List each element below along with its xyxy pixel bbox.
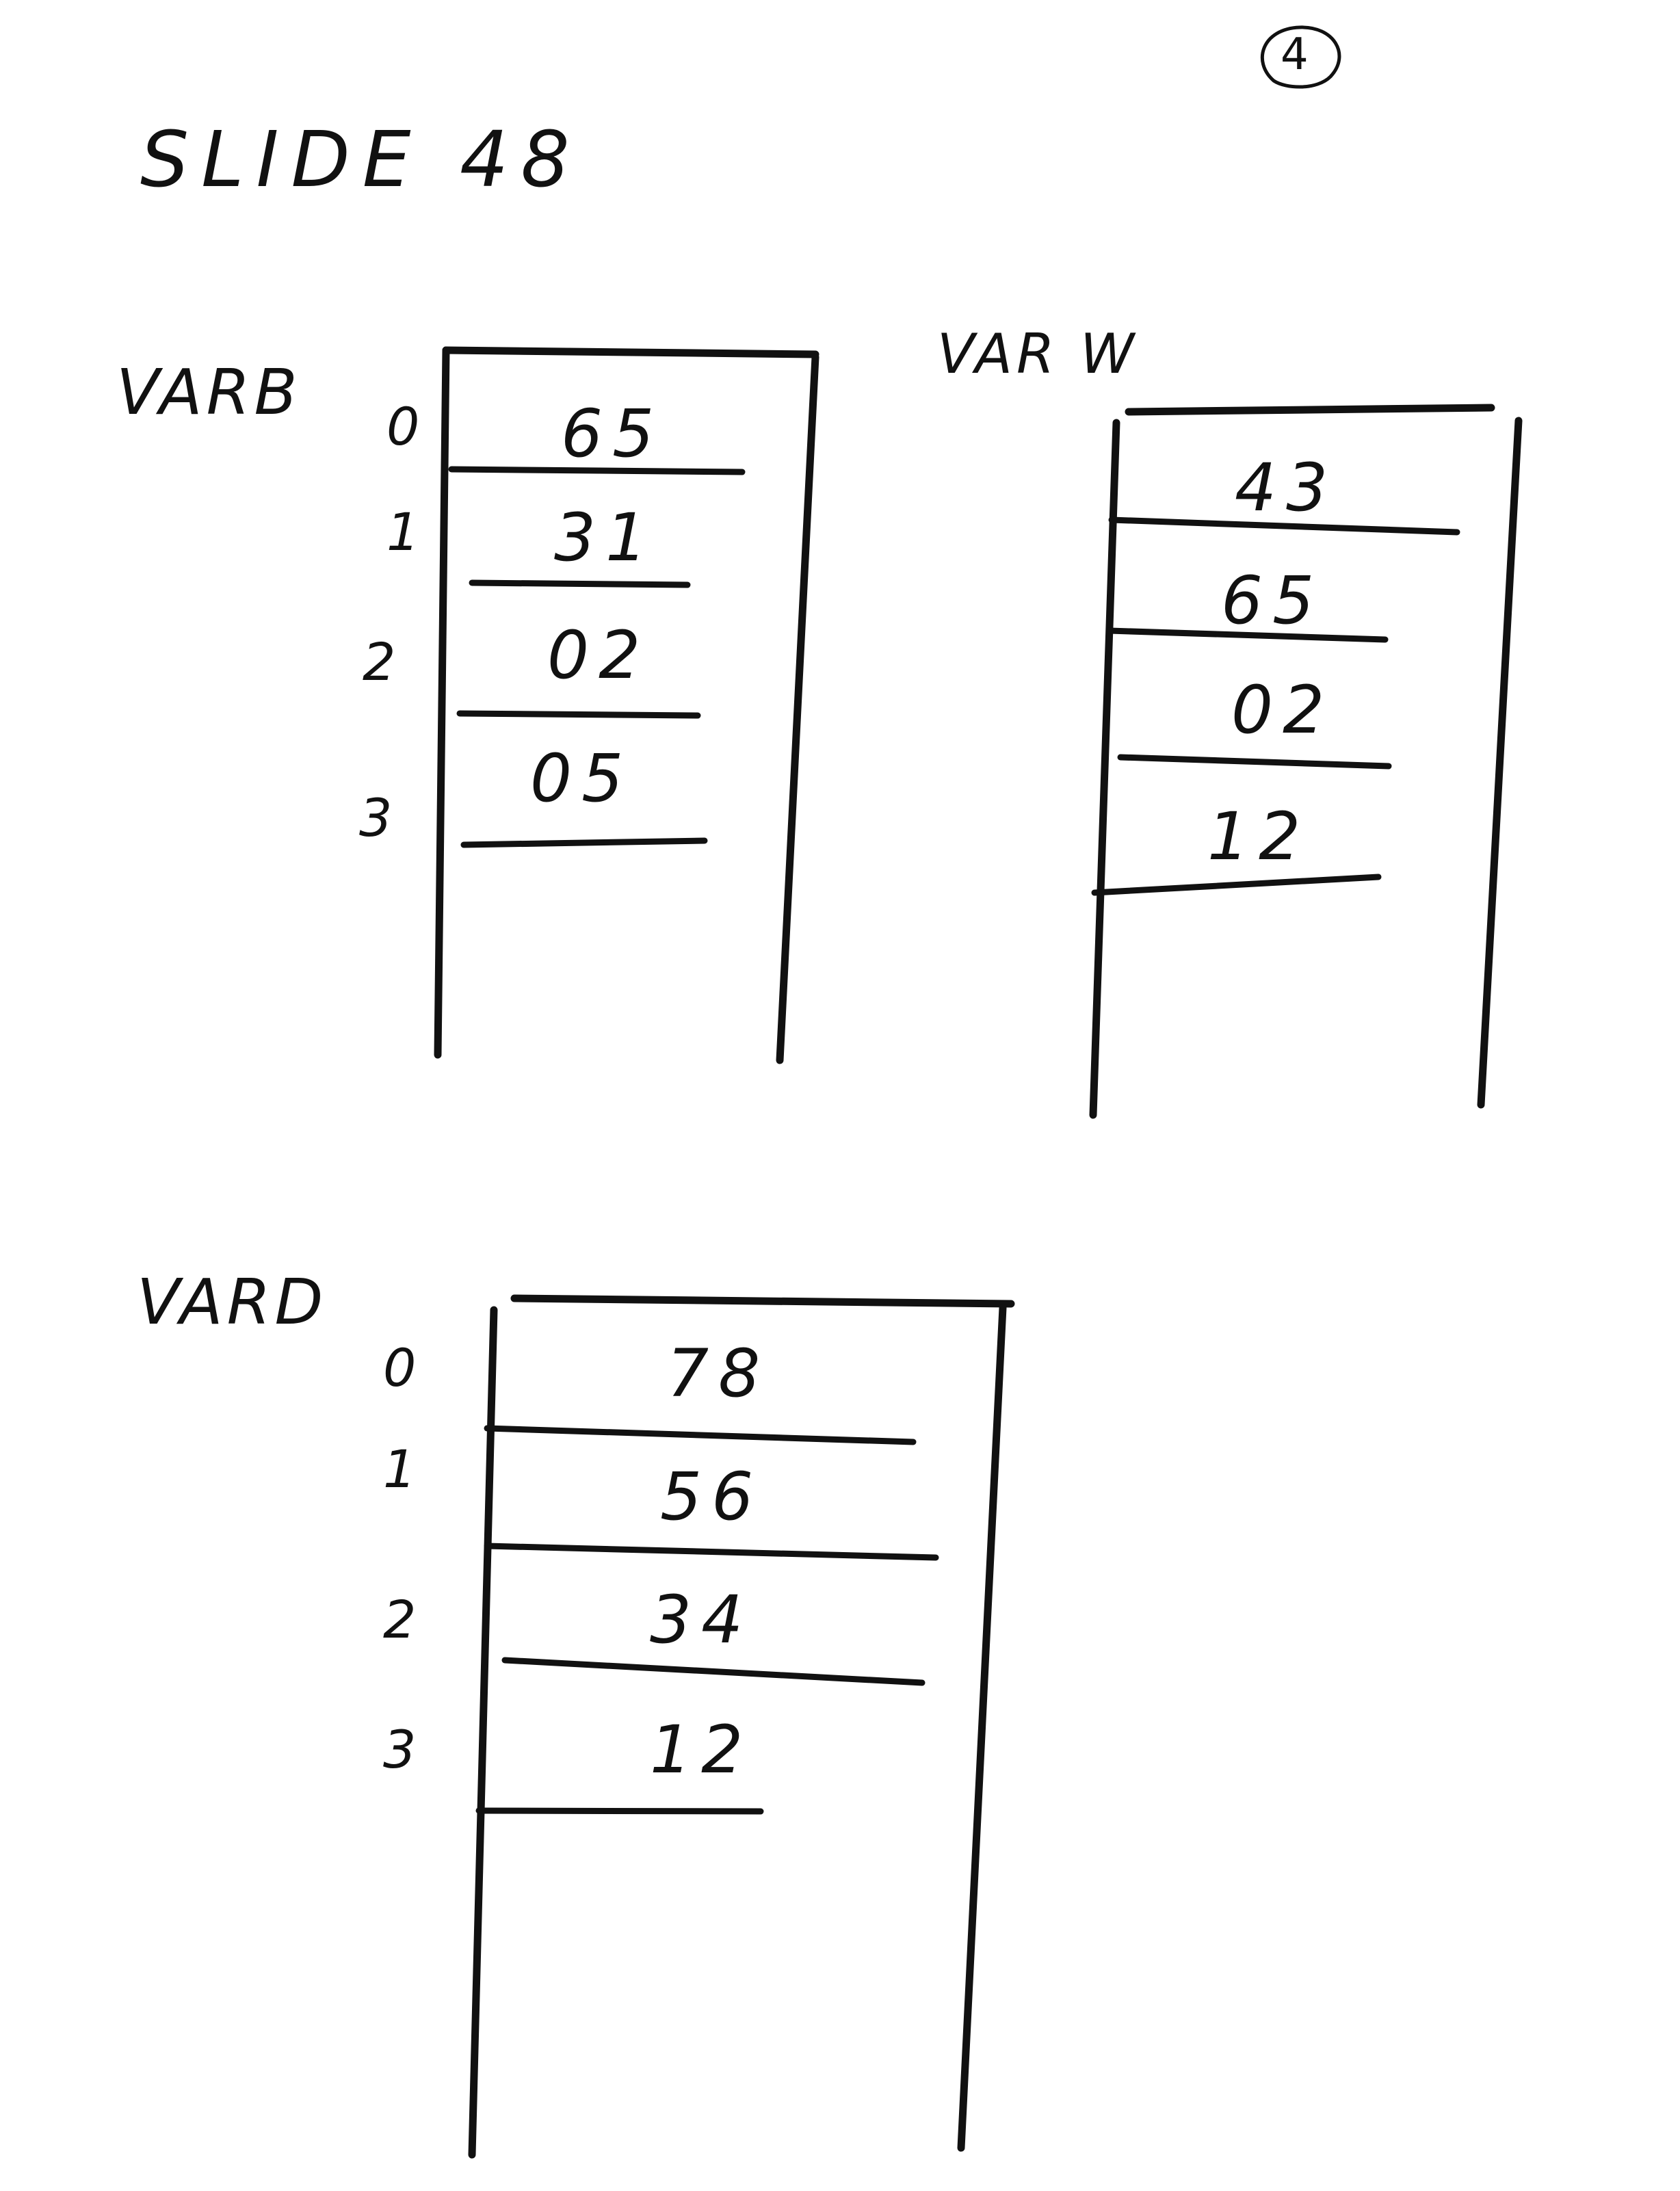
varw-cell-0: 43 [1235, 449, 1338, 526]
varb-index-0: 0 [386, 396, 420, 457]
page-number: 4 [1281, 29, 1309, 80]
varb-index-1: 1 [386, 501, 420, 562]
vard-cell-3: 12 [650, 1711, 753, 1788]
vard-label: VARD [137, 1265, 328, 1339]
page-number-circle [1261, 25, 1341, 89]
vard-index-0: 0 [383, 1337, 417, 1398]
slide-title: SLIDE 48 [140, 116, 582, 205]
vard-cell-1: 56 [660, 1458, 763, 1535]
varb-label: VARB [116, 356, 302, 429]
varw-label: VAR W [937, 322, 1139, 386]
vard-index-1: 1 [383, 1439, 417, 1499]
varb-memory-column [434, 346, 819, 1064]
varb-cell-0: 65 [561, 395, 664, 472]
varw-cell-1: 65 [1221, 562, 1324, 639]
varb-cell-2: 02 [547, 617, 651, 694]
varw-memory-column [1089, 404, 1523, 1119]
varw-cell-3: 12 [1207, 798, 1311, 875]
varb-index-3: 3 [359, 787, 393, 848]
vard-cell-0: 78 [667, 1335, 770, 1412]
vard-memory-column [468, 1294, 1015, 2159]
varw-cell-2: 02 [1231, 672, 1335, 748]
varb-index-2: 2 [363, 631, 396, 692]
vard-index-2: 2 [383, 1589, 417, 1650]
varb-cell-3: 05 [530, 740, 633, 817]
vard-cell-2: 34 [650, 1582, 753, 1658]
vard-index-3: 3 [383, 1719, 417, 1780]
varb-cell-1: 31 [554, 499, 657, 576]
